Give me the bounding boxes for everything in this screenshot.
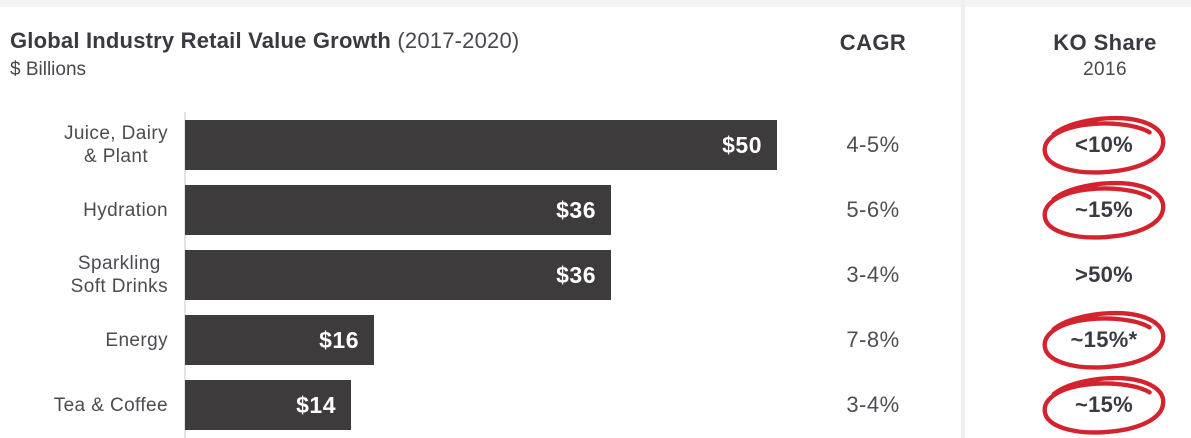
category-label: Energy bbox=[0, 315, 168, 365]
cagr-value: 7-8% bbox=[846, 327, 900, 352]
cagr-value: 4-5% bbox=[846, 132, 900, 157]
ko-share-value: <10% bbox=[1074, 132, 1134, 157]
chart-units-label: $ Billions bbox=[10, 59, 87, 80]
ko-share-column-header: KO Share 2016 bbox=[1053, 30, 1156, 81]
top-strip bbox=[0, 0, 1191, 7]
bar-value-label: $36 bbox=[556, 196, 596, 223]
cagr-value: 3-4% bbox=[846, 262, 900, 287]
bar-value-label: $16 bbox=[319, 326, 359, 353]
bar-value-label: $36 bbox=[556, 261, 596, 288]
ko-share-value: >50% bbox=[1074, 262, 1134, 287]
value-bar: $16 bbox=[185, 315, 374, 365]
value-bar: $36 bbox=[185, 185, 611, 235]
category-label: Juice, Dairy & Plant bbox=[0, 120, 168, 170]
ko-share-header-label: KO Share bbox=[1053, 30, 1157, 55]
cagr-column-header: CAGR bbox=[840, 30, 906, 56]
ko-share-header-year: 2016 bbox=[1083, 59, 1127, 80]
cagr-header-label: CAGR bbox=[839, 30, 907, 55]
category-label-text: Energy bbox=[105, 329, 168, 351]
category-label: Sparkling Soft Drinks bbox=[0, 250, 168, 300]
value-bar: $36 bbox=[185, 250, 611, 300]
category-label: Tea & Coffee bbox=[0, 380, 168, 430]
cagr-value: 5-6% bbox=[846, 197, 900, 222]
bar-value-label: $50 bbox=[722, 131, 762, 158]
category-label-text: Sparkling Soft Drinks bbox=[70, 253, 168, 297]
ko-share-value: ~15% bbox=[1074, 197, 1134, 222]
chart-title: Global Industry Retail Value Growth (201… bbox=[10, 28, 519, 54]
value-bar: $50 bbox=[185, 120, 777, 170]
category-label-text: Juice, Dairy & Plant bbox=[63, 123, 168, 167]
ko-share-value: ~15% bbox=[1074, 392, 1134, 417]
value-bar: $14 bbox=[185, 380, 351, 430]
ko-share-value: ~15%* bbox=[1070, 327, 1138, 352]
cagr-value: 3-4% bbox=[846, 392, 900, 417]
column-divider bbox=[961, 0, 965, 438]
chart-title-block: Global Industry Retail Value Growth (201… bbox=[10, 28, 519, 81]
category-label-text: Tea & Coffee bbox=[53, 394, 168, 416]
chart-title-main: Global Industry Retail Value Growth bbox=[10, 28, 392, 53]
chart-title-period: (2017-2020) bbox=[397, 28, 520, 53]
category-label-text: Hydration bbox=[83, 199, 168, 221]
category-label: Hydration bbox=[0, 185, 168, 235]
bar-value-label: $14 bbox=[296, 391, 336, 418]
